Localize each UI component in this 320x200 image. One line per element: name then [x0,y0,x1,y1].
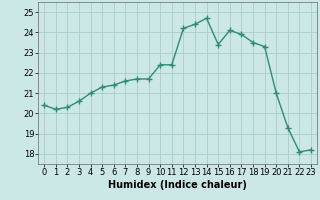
X-axis label: Humidex (Indice chaleur): Humidex (Indice chaleur) [108,180,247,190]
